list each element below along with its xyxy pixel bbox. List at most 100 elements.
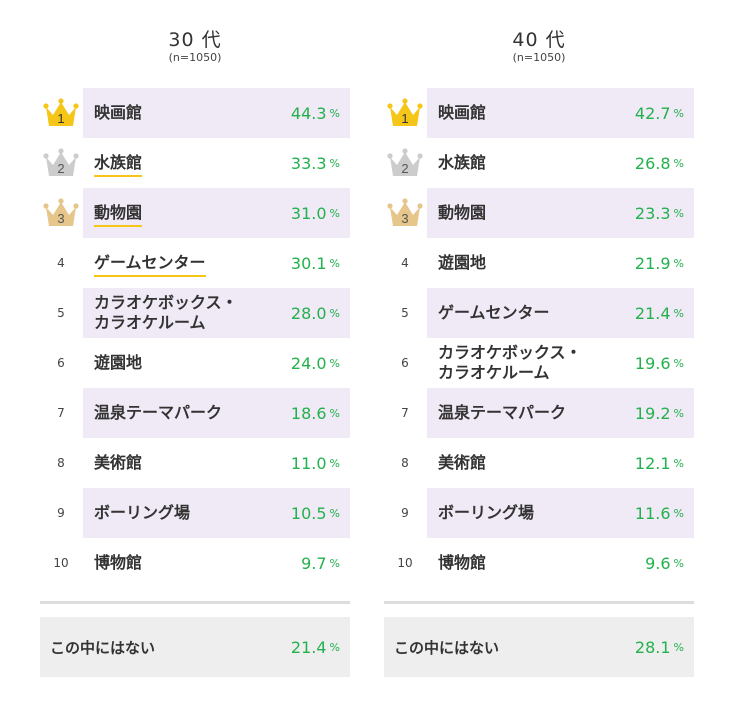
crown-rank-number: 3 bbox=[401, 211, 408, 226]
item-label-line: カラオケボックス・ bbox=[438, 343, 582, 362]
item-label: ボーリング場 bbox=[438, 488, 534, 538]
rank-number: 6 bbox=[57, 356, 65, 370]
rank-number: 7 bbox=[57, 406, 65, 420]
value-number: 33.3 bbox=[290, 153, 327, 173]
sample-size: (n=1050) bbox=[168, 51, 222, 64]
row-background bbox=[427, 388, 694, 438]
rank-cell: 2 bbox=[40, 138, 82, 188]
silver-crown-icon: 2 bbox=[43, 148, 79, 176]
item-label: 美術館 bbox=[94, 438, 142, 488]
item-label: 遊園地 bbox=[94, 338, 142, 388]
item-label: カラオケボックス・ カラオケルーム bbox=[94, 288, 238, 338]
percent-unit: % bbox=[673, 640, 684, 654]
table-row: 3 動物園 23.3% bbox=[384, 188, 694, 238]
bronze-crown-icon: 3 bbox=[43, 198, 79, 226]
table-row: 5 ゲームセンター 21.4% bbox=[384, 288, 694, 338]
value-number: 19.6 bbox=[634, 353, 671, 373]
rank-cell: 8 bbox=[384, 438, 426, 488]
crown-rank-number: 1 bbox=[57, 111, 64, 126]
percentage-value: 18.6% bbox=[291, 388, 340, 438]
table-row: 6 遊園地 24.0% bbox=[40, 338, 350, 388]
item-label: ゲームセンター bbox=[94, 238, 206, 288]
item-label: 水族館 bbox=[438, 138, 486, 188]
value-number: 28.0 bbox=[290, 303, 327, 323]
item-label: 博物館 bbox=[94, 538, 142, 588]
value-number: 18.6 bbox=[290, 403, 327, 423]
table-row: 2 水族館 33.3% bbox=[40, 138, 350, 188]
crown-rank-number: 3 bbox=[57, 211, 64, 226]
silver-crown-icon: 2 bbox=[387, 148, 423, 176]
table-row: 9 ボーリング場 10.5% bbox=[40, 488, 350, 538]
item-label-line: カラオケルーム bbox=[94, 313, 206, 332]
row-background bbox=[427, 288, 694, 338]
item-label-line: 遊園地 bbox=[438, 253, 487, 272]
percentage-value: 10.5% bbox=[291, 488, 340, 538]
percentage-value: 21.9% bbox=[635, 238, 684, 288]
rank-cell: 1 bbox=[384, 88, 426, 138]
item-label-line: カラオケボックス・ bbox=[94, 293, 238, 312]
item-label-line: 博物館 bbox=[94, 553, 143, 572]
rank-number: 9 bbox=[57, 506, 65, 520]
table-row: 7 温泉テーマパーク 18.6% bbox=[40, 388, 350, 438]
label-highlight-underline bbox=[94, 225, 142, 227]
table-row: 8 美術館 11.0% bbox=[40, 438, 350, 488]
item-label: 動物園 bbox=[94, 188, 142, 238]
row-background bbox=[83, 188, 350, 238]
none-of-these-row: この中にはない 21.4% bbox=[40, 617, 350, 677]
item-label: 温泉テーマパーク bbox=[438, 388, 566, 438]
item-label-line: ゲームセンター bbox=[94, 253, 206, 272]
value-number: 9.6 bbox=[645, 553, 671, 573]
table-row: 10 博物館 9.6% bbox=[384, 538, 694, 588]
percentage-value: 9.7% bbox=[301, 538, 340, 588]
none-of-these-row: この中にはない 28.1% bbox=[384, 617, 694, 677]
row-background bbox=[427, 488, 694, 538]
value-number: 31.0 bbox=[290, 203, 327, 223]
panel-title: 30 代 bbox=[168, 29, 222, 51]
percentage-value: 9.6% bbox=[645, 538, 684, 588]
label-highlight-underline bbox=[94, 175, 142, 177]
percent-unit: % bbox=[329, 456, 340, 470]
item-label-line: 動物園 bbox=[438, 203, 487, 222]
percent-unit: % bbox=[329, 106, 340, 120]
percentage-value: 44.3% bbox=[291, 88, 340, 138]
item-label: 遊園地 bbox=[438, 238, 486, 288]
rank-number: 8 bbox=[401, 456, 409, 470]
none-of-these-value: 21.4% bbox=[291, 617, 340, 677]
table-row: 9 ボーリング場 11.6% bbox=[384, 488, 694, 538]
item-label-line: 水族館 bbox=[438, 153, 487, 172]
percent-unit: % bbox=[673, 256, 684, 270]
percent-unit: % bbox=[673, 406, 684, 420]
crown-rank-number: 2 bbox=[57, 161, 64, 176]
percentage-value: 28.0% bbox=[291, 288, 340, 338]
value-number: 28.1 bbox=[634, 637, 671, 657]
value-number: 30.1 bbox=[290, 253, 327, 273]
item-label: ボーリング場 bbox=[94, 488, 190, 538]
percentage-value: 31.0% bbox=[291, 188, 340, 238]
item-label-line: 映画館 bbox=[94, 103, 143, 122]
percent-unit: % bbox=[329, 556, 340, 570]
row-background bbox=[83, 488, 350, 538]
value-number: 21.4 bbox=[634, 303, 671, 323]
rank-number: 9 bbox=[401, 506, 409, 520]
value-number: 12.1 bbox=[634, 453, 671, 473]
percentage-value: 21.4% bbox=[635, 288, 684, 338]
ranking-panel-30s: 30 代 (n=1050) 1 映画館 44.3% 2 水族館 33.3% 3 動物園 31.0% 4… bbox=[40, 0, 350, 705]
crown-rank-number: 2 bbox=[401, 161, 408, 176]
rank-cell: 6 bbox=[40, 338, 82, 388]
rank-number: 10 bbox=[397, 556, 413, 570]
label-highlight-underline bbox=[94, 275, 206, 277]
percentage-value: 12.1% bbox=[635, 438, 684, 488]
divider bbox=[40, 601, 350, 604]
percent-unit: % bbox=[673, 456, 684, 470]
item-label-line: 博物館 bbox=[438, 553, 487, 572]
percentage-value: 26.8% bbox=[635, 138, 684, 188]
item-label-line: 動物園 bbox=[94, 203, 143, 222]
table-row: 4 遊園地 21.9% bbox=[384, 238, 694, 288]
sample-size: (n=1050) bbox=[512, 51, 566, 64]
rank-number: 6 bbox=[401, 356, 409, 370]
gold-crown-icon: 1 bbox=[387, 98, 423, 126]
value-number: 42.7 bbox=[634, 103, 671, 123]
rank-cell: 4 bbox=[40, 238, 82, 288]
percent-unit: % bbox=[329, 640, 340, 654]
value-number: 9.7 bbox=[301, 553, 327, 573]
